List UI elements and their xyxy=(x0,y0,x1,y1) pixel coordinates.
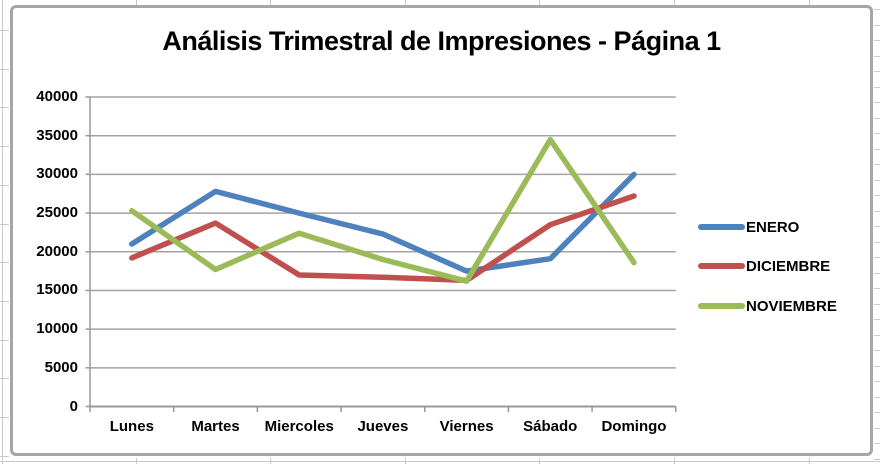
spreadsheet-gridline xyxy=(874,303,880,305)
spreadsheet-gridline xyxy=(874,40,880,41)
x-tick-label: Miercoles xyxy=(264,418,334,435)
spreadsheet-gridline xyxy=(809,0,810,5)
spreadsheet-gridline xyxy=(136,458,137,464)
spreadsheet-gridline xyxy=(0,339,9,341)
spreadsheet-gridline xyxy=(0,378,9,380)
x-tick-label: Martes xyxy=(191,418,240,435)
spreadsheet-gridline xyxy=(874,55,880,57)
spreadsheet-gridline xyxy=(874,412,880,413)
spreadsheet-gridline xyxy=(874,24,880,26)
spreadsheet-gridline xyxy=(539,0,540,5)
spreadsheet-gridline xyxy=(874,334,880,336)
y-tick-label: 40000 xyxy=(36,88,78,105)
spreadsheet-gridline xyxy=(0,262,9,264)
spreadsheet-gridline xyxy=(874,195,880,196)
spreadsheet-gridline xyxy=(874,164,880,165)
spreadsheet-gridline xyxy=(874,133,880,134)
spreadsheet-gridline xyxy=(874,102,880,103)
y-tick-label: 30000 xyxy=(36,165,78,183)
y-tick-label: 20000 xyxy=(36,242,78,260)
legend-item-enero[interactable]: ENERO xyxy=(698,216,799,238)
legend-label-enero: ENERO xyxy=(746,218,800,236)
spreadsheet-gridline xyxy=(874,396,880,398)
spreadsheet-gridline xyxy=(0,107,9,109)
chart-title[interactable]: Análisis Trimestral de Impresiones - Pág… xyxy=(162,26,721,56)
y-tick-label: 15000 xyxy=(36,281,78,299)
spreadsheet-gridline xyxy=(0,455,9,457)
spreadsheet-gridline xyxy=(0,300,9,302)
spreadsheet-gridline xyxy=(0,68,9,70)
spreadsheet-gridline xyxy=(874,381,880,382)
spreadsheet-gridline xyxy=(270,0,271,5)
spreadsheet-gridline xyxy=(874,319,880,320)
spreadsheet-gridline xyxy=(0,417,9,418)
spreadsheet-gridline xyxy=(874,9,880,10)
spreadsheet-gridline xyxy=(539,458,540,464)
spreadsheet-gridline xyxy=(270,458,271,464)
spreadsheet-gridline xyxy=(874,257,880,258)
legend-item-noviembre[interactable]: NOVIEMBRE xyxy=(698,295,837,317)
spreadsheet-gridline xyxy=(405,0,406,5)
spreadsheet-gridline xyxy=(874,365,880,367)
spreadsheet-gridline xyxy=(674,458,675,464)
spreadsheet-gridline xyxy=(874,443,880,444)
spreadsheet-gridline xyxy=(0,184,9,186)
legend-label-diciembre: DICIEMBRE xyxy=(746,257,831,275)
spreadsheet-gridline xyxy=(874,272,880,274)
y-tick-label: 5000 xyxy=(44,358,78,376)
spreadsheet-gridline xyxy=(874,288,880,289)
spreadsheet-gridline xyxy=(874,86,880,88)
spreadsheet-gridline xyxy=(874,226,880,227)
x-tick-label: Lunes xyxy=(109,418,154,435)
spreadsheet-gridline xyxy=(0,223,9,225)
spreadsheet-gridline xyxy=(874,241,880,243)
legend-label-noviembre: NOVIEMBRE xyxy=(746,297,837,315)
legend-item-diciembre[interactable]: DICIEMBRE xyxy=(698,255,830,277)
spreadsheet-gridline xyxy=(874,210,880,212)
legend-swatch-diciembre xyxy=(698,263,745,269)
series-line-noviembre[interactable] xyxy=(129,136,637,284)
spreadsheet-gridline xyxy=(874,350,880,351)
spreadsheet-gridline xyxy=(2,0,3,464)
spreadsheet-gridline xyxy=(2,458,3,464)
spreadsheet-gridline xyxy=(136,0,137,5)
spreadsheet-gridline xyxy=(674,0,675,5)
y-tick-label: 35000 xyxy=(36,126,78,144)
series-line-enero[interactable] xyxy=(129,171,637,274)
series-line-diciembre[interactable] xyxy=(129,193,637,284)
x-tick-label: Sábado xyxy=(523,418,578,435)
spreadsheet-gridline xyxy=(874,71,880,72)
spreadsheet-gridline xyxy=(874,179,880,181)
spreadsheet-gridline xyxy=(874,148,880,150)
y-tick-label: 0 xyxy=(69,397,78,415)
x-tick-label: Domingo xyxy=(601,418,667,435)
spreadsheet-gridline xyxy=(405,458,406,464)
spreadsheet-gridline xyxy=(0,461,880,462)
y-tick-label: 25000 xyxy=(36,204,78,222)
spreadsheet-gridline xyxy=(874,427,880,429)
y-tick-label: 10000 xyxy=(36,320,78,338)
legend-swatch-noviembre xyxy=(698,303,745,309)
legend-swatch-enero xyxy=(698,224,745,230)
spreadsheet-gridline xyxy=(874,458,880,460)
spreadsheet-gridline xyxy=(874,117,880,119)
spreadsheet-gridline xyxy=(0,30,9,31)
spreadsheet-gridline xyxy=(809,458,810,464)
x-tick-label: Viernes xyxy=(439,418,494,435)
spreadsheet-gridline xyxy=(0,146,9,148)
x-tick-label: Jueves xyxy=(357,418,409,435)
